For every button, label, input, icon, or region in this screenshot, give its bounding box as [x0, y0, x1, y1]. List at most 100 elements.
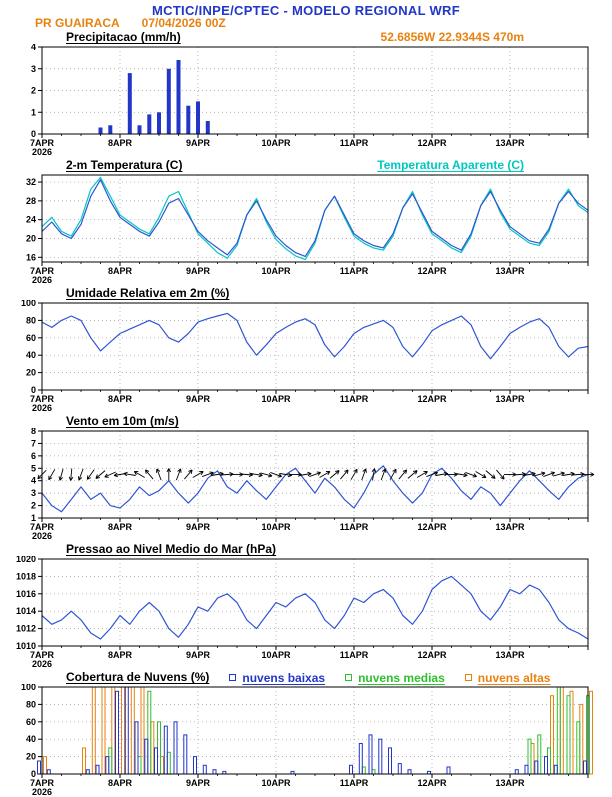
svg-text:8: 8	[31, 428, 36, 436]
svg-text:10APR: 10APR	[261, 522, 291, 532]
svg-text:20: 20	[26, 233, 36, 243]
svg-text:12APR: 12APR	[417, 650, 447, 660]
svg-text:9APR: 9APR	[186, 394, 211, 404]
svg-text:12APR: 12APR	[417, 522, 447, 532]
svg-text:24: 24	[26, 215, 36, 225]
wind-title-row: Vento em 10m (m/s)	[0, 414, 612, 428]
svg-text:28: 28	[26, 196, 36, 206]
svg-text:11APR: 11APR	[340, 522, 369, 532]
svg-text:10APR: 10APR	[261, 266, 291, 276]
svg-text:9APR: 9APR	[186, 778, 211, 788]
svg-text:1012: 1012	[16, 624, 36, 634]
panel-title-cloud-cover: Cobertura de Nuvens (%)	[66, 670, 209, 684]
svg-text:80: 80	[26, 315, 36, 325]
svg-text:13APR: 13APR	[495, 266, 525, 276]
svg-text:11APR: 11APR	[340, 778, 369, 788]
page-title: MCTIC/INPE/CPTEC - MODELO REGIONAL WRF	[0, 0, 612, 16]
svg-text:2: 2	[31, 86, 36, 96]
panel-temperature: 2-m Temperatura (C) Temperatura Aparente…	[0, 158, 612, 285]
svg-text:10APR: 10APR	[261, 138, 291, 148]
svg-text:40: 40	[26, 734, 36, 744]
svg-text:12APR: 12APR	[417, 778, 447, 788]
svg-text:8APR: 8APR	[108, 650, 133, 660]
high-clouds-legend-label: nuvens altas	[478, 671, 551, 685]
svg-text:8APR: 8APR	[108, 138, 133, 148]
svg-text:1016: 1016	[16, 589, 36, 599]
panel-title-humidity: Umidade Relativa em 2m (%)	[66, 286, 229, 300]
svg-text:1018: 1018	[16, 571, 36, 581]
svg-text:10APR: 10APR	[261, 394, 291, 404]
mid-clouds-swatch-icon	[345, 674, 352, 681]
panel-title-temperature: 2-m Temperatura (C)	[66, 158, 182, 172]
svg-text:20: 20	[26, 752, 36, 762]
svg-text:13APR: 13APR	[495, 138, 525, 148]
high-clouds-legend-item: nuvens altas	[465, 671, 551, 685]
svg-text:10APR: 10APR	[261, 778, 291, 788]
svg-text:11APR: 11APR	[340, 394, 369, 404]
svg-text:13APR: 13APR	[495, 650, 525, 660]
svg-text:12APR: 12APR	[417, 138, 447, 148]
svg-text:3: 3	[31, 64, 36, 74]
svg-text:11APR: 11APR	[340, 138, 369, 148]
svg-text:9APR: 9APR	[186, 266, 211, 276]
svg-text:2026: 2026	[32, 275, 52, 285]
svg-text:13APR: 13APR	[495, 522, 525, 532]
svg-text:9APR: 9APR	[186, 138, 211, 148]
svg-text:60: 60	[26, 717, 36, 727]
svg-text:9APR: 9APR	[186, 650, 211, 660]
svg-text:4: 4	[31, 44, 36, 52]
svg-text:1020: 1020	[16, 556, 36, 564]
svg-text:40: 40	[26, 350, 36, 360]
svg-text:2026: 2026	[32, 403, 52, 413]
panel-title-pressure: Pressao ao Nivel Medio do Mar (hPa)	[66, 542, 276, 556]
svg-text:16: 16	[26, 252, 36, 262]
pressure-title-row: Pressao ao Nivel Medio do Mar (hPa)	[0, 542, 612, 556]
station-name: PR GUAIRACA	[35, 16, 120, 29]
svg-text:2: 2	[31, 501, 36, 511]
svg-text:2026: 2026	[32, 787, 52, 797]
precipitation-title-row: Precipitacao (mm/h) 52.6856W 22.9344S 47…	[0, 30, 612, 44]
svg-text:12APR: 12APR	[417, 266, 447, 276]
svg-text:1: 1	[31, 107, 36, 117]
panel-precipitation: Precipitacao (mm/h) 52.6856W 22.9344S 47…	[0, 30, 612, 157]
svg-text:20: 20	[26, 368, 36, 378]
svg-text:8APR: 8APR	[108, 266, 133, 276]
panel-title-wind: Vento em 10m (m/s)	[66, 414, 179, 428]
svg-text:1014: 1014	[16, 606, 36, 616]
svg-text:8APR: 8APR	[108, 394, 133, 404]
panel-cloud-cover: Cobertura de Nuvens (%) nuvens baixas nu…	[0, 670, 612, 797]
svg-text:5: 5	[31, 463, 36, 473]
temperature-title-row: 2-m Temperatura (C) Temperatura Aparente…	[0, 158, 612, 172]
low-clouds-swatch-icon	[229, 674, 236, 681]
mid-clouds-legend-item: nuvens medias	[345, 671, 445, 685]
panel-pressure: Pressao ao Nivel Medio do Mar (hPa) 1010…	[0, 542, 612, 669]
svg-text:7: 7	[31, 438, 36, 448]
svg-text:8APR: 8APR	[108, 522, 133, 532]
svg-text:6: 6	[31, 451, 36, 461]
low-clouds-legend-label: nuvens baixas	[242, 671, 325, 685]
location-label: 52.6856W 22.9344S 470m	[381, 30, 524, 44]
svg-text:100: 100	[21, 300, 36, 308]
svg-text:11APR: 11APR	[340, 266, 369, 276]
svg-text:13APR: 13APR	[495, 778, 525, 788]
svg-text:10APR: 10APR	[261, 650, 291, 660]
mid-clouds-legend-label: nuvens medias	[358, 671, 445, 685]
svg-text:80: 80	[26, 699, 36, 709]
humidity-title-row: Umidade Relativa em 2m (%)	[0, 286, 612, 300]
svg-text:13APR: 13APR	[495, 394, 525, 404]
svg-text:8APR: 8APR	[108, 778, 133, 788]
high-clouds-swatch-icon	[465, 674, 472, 681]
panel-title-precipitation: Precipitacao (mm/h)	[66, 30, 181, 44]
cloud-cover-title-row: Cobertura de Nuvens (%) nuvens baixas nu…	[0, 670, 612, 684]
svg-text:4: 4	[31, 476, 36, 486]
svg-text:2026: 2026	[32, 659, 52, 669]
